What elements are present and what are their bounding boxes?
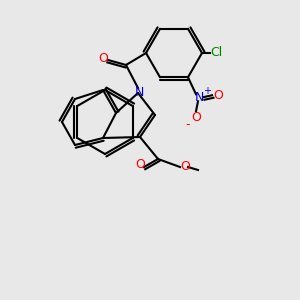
Text: N: N [194, 91, 204, 104]
Text: O: O [135, 158, 145, 172]
Text: Cl: Cl [210, 46, 222, 59]
Text: O: O [191, 111, 201, 124]
Text: -: - [186, 118, 190, 131]
Text: O: O [213, 89, 223, 102]
Text: O: O [180, 160, 190, 173]
Text: O: O [98, 52, 108, 64]
Text: +: + [203, 86, 211, 96]
Text: N: N [134, 85, 144, 98]
